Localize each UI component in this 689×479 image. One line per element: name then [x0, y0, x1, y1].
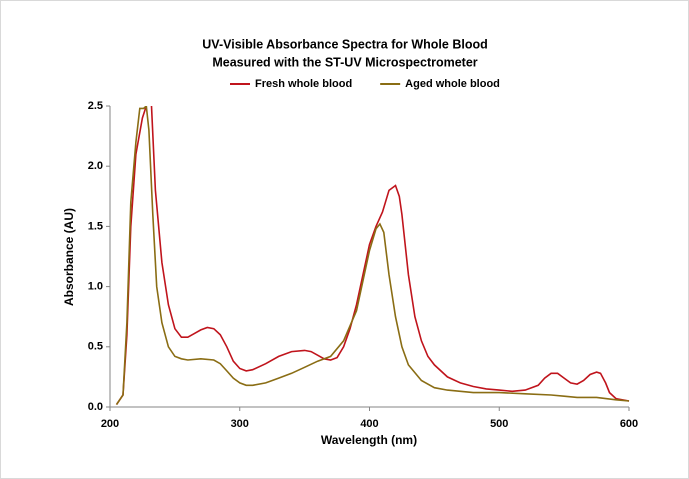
- chart-title: UV-Visible Absorbance Spectra for Whole …: [202, 37, 487, 51]
- x-tick-label: 600: [620, 418, 638, 430]
- y-tick-label: 0.5: [88, 341, 103, 353]
- x-tick-label: 400: [360, 418, 378, 430]
- legend-label: Aged whole blood: [405, 78, 500, 90]
- y-tick-label: 0.0: [88, 401, 103, 413]
- plot-area: [115, 106, 630, 406]
- x-tick-label: 200: [101, 418, 119, 430]
- y-tick-label: 1.0: [88, 281, 103, 293]
- legend-label: Fresh whole blood: [255, 78, 352, 90]
- y-axis-label: Absorbance (AU): [62, 208, 76, 306]
- y-tick-label: 1.5: [88, 220, 103, 232]
- x-tick-label: 500: [490, 418, 508, 430]
- y-tick-label: 2.5: [88, 100, 103, 112]
- x-axis-label: Wavelength (nm): [321, 433, 417, 447]
- chart-subtitle: Measured with the ST-UV Microspectromete…: [212, 55, 477, 69]
- y-tick-label: 2.0: [88, 160, 103, 172]
- series-line: [115, 106, 630, 406]
- x-tick-label: 300: [231, 418, 249, 430]
